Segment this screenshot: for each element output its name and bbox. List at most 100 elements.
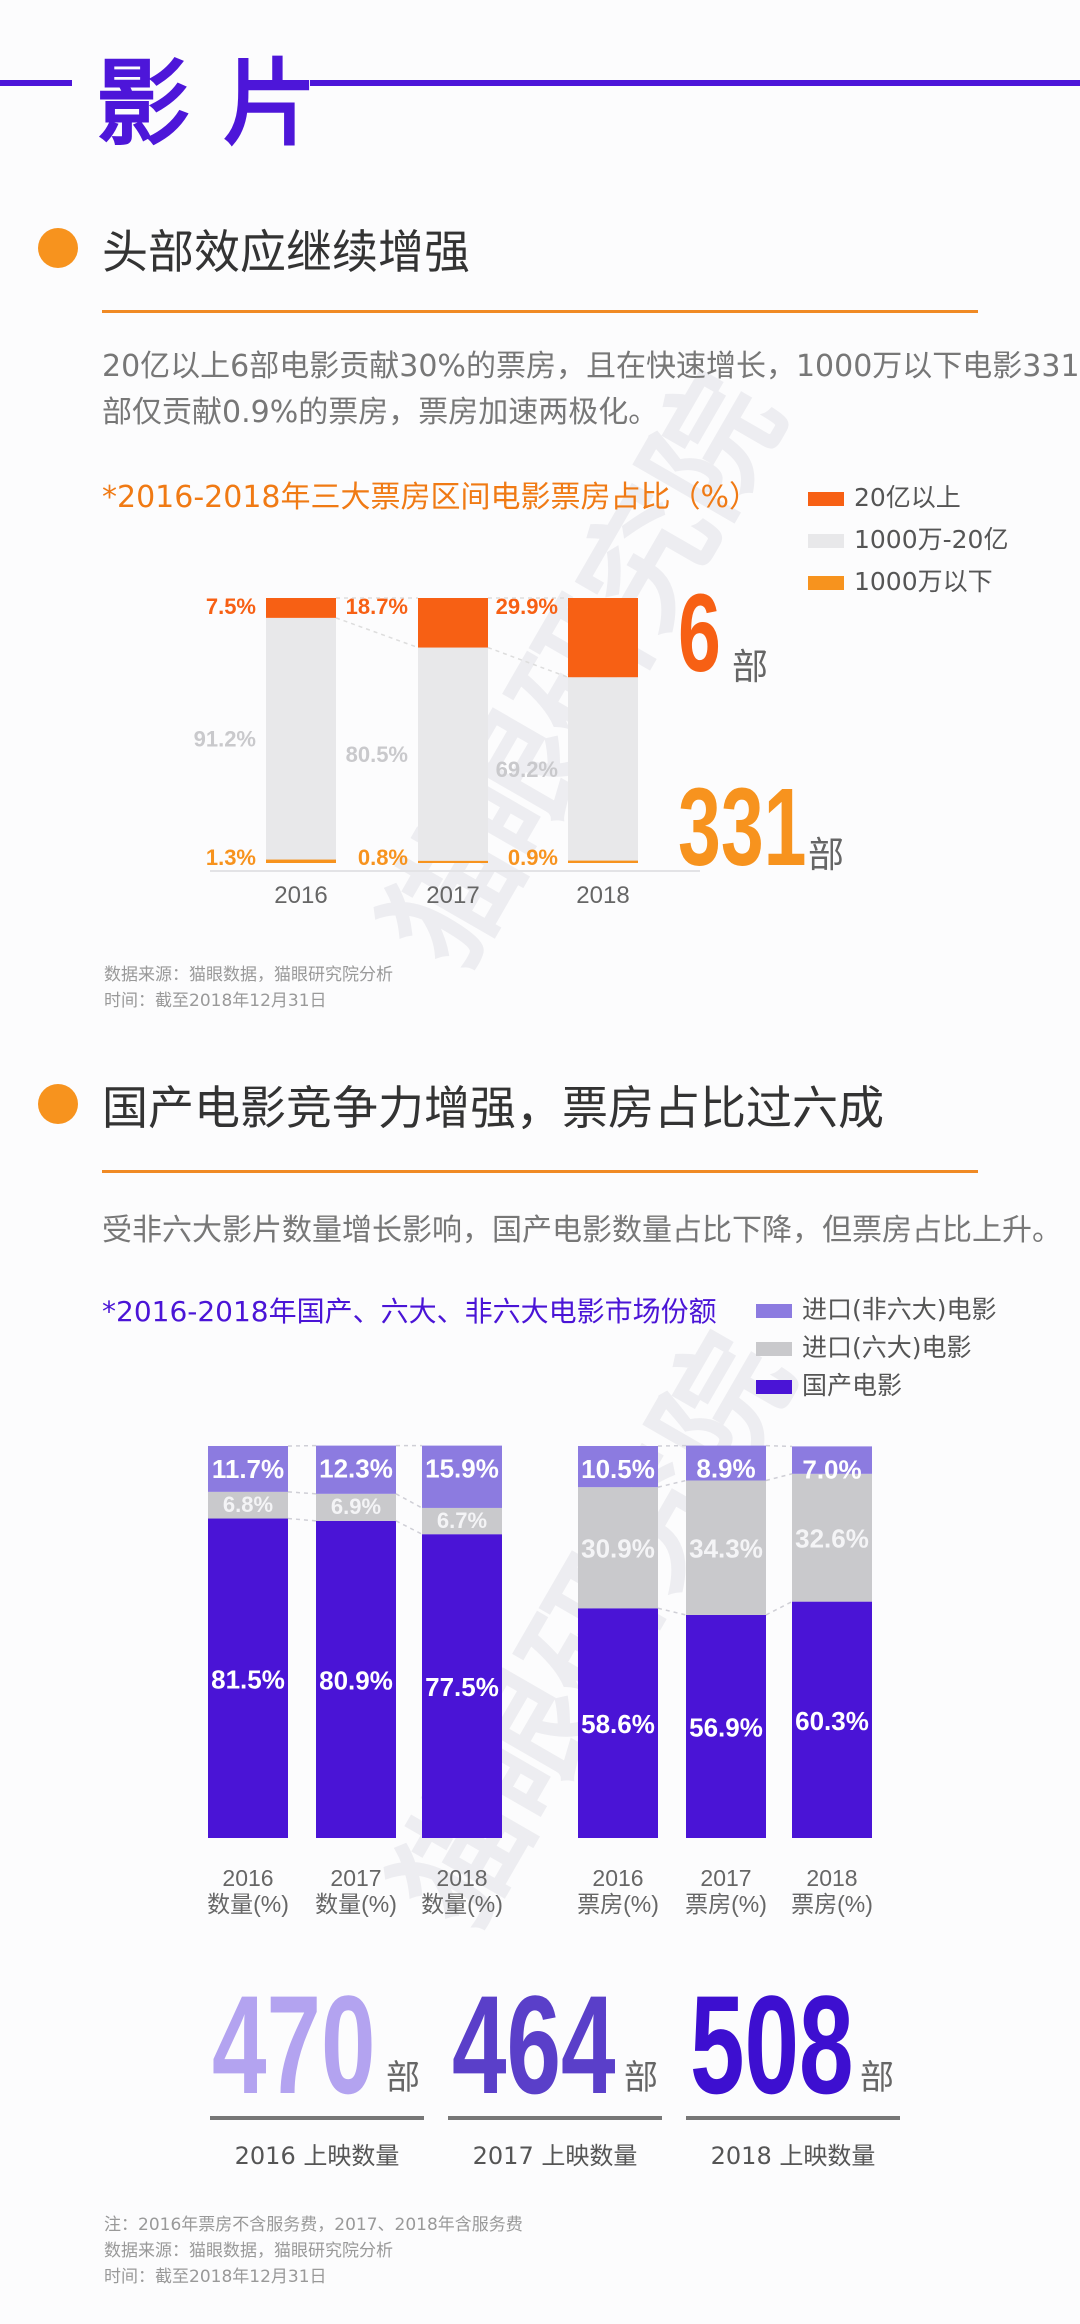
section2-bullet [38, 1084, 78, 1124]
chart1-legend-label: 1000万-20亿 [854, 525, 1009, 554]
count-2018-underline [686, 2116, 900, 2120]
chart1-legend-item: 1000万-20亿 [808, 520, 1008, 556]
chart2-legend-swatch [756, 1342, 792, 1356]
chart2-connector [765, 1444, 793, 1448]
chart2-tick-1-1: 数量(%) [315, 1891, 397, 1917]
chart1-tick-2016: 2016 [274, 882, 327, 909]
chart2-bar-1-2 [316, 1445, 396, 1494]
chart2-bar-5-0 [792, 1601, 872, 1838]
chart2-label-4-0: 56.9% [689, 1712, 763, 1742]
chart2-tick-3-1: 票房(%) [577, 1891, 659, 1917]
count-2016-label: 2016 上映数量 [234, 2142, 400, 2170]
chart2-bar-3-0 [578, 1608, 658, 1838]
chart1-connector [335, 617, 419, 649]
chart2-label-1-1: 6.9% [331, 1494, 381, 1519]
chart2-label-2-0: 77.5% [425, 1672, 499, 1702]
chart1-big-bottom-value: 331 [678, 766, 807, 889]
count-2017-value: 464 [452, 1966, 616, 2123]
section1-desc-line1: 20亿以上6部电影贡献30%的票房，且在快速增长，1000万以下电影331 [102, 349, 1080, 384]
chart2-bar-0-0 [208, 1518, 288, 1838]
section1-time: 时间：截至2018年12月31日 [104, 991, 327, 1011]
chart2-tick-4-0: 2017 [700, 1865, 751, 1891]
chart2-label-5-0: 60.3% [795, 1706, 869, 1736]
chart1-legend-swatch [808, 492, 844, 506]
chart1-label-2016-2: 7.5% [206, 594, 256, 619]
chart2-connector [657, 1479, 687, 1488]
chart2-tick-2-1: 数量(%) [421, 1891, 503, 1917]
chart2-title: *2016-2018年国产、六大、非六大电影市场份额 [102, 1295, 717, 1328]
chart2-bar-4-2 [686, 1445, 766, 1481]
section2-note: 注：2016年票房不含服务费，2017、2018年含服务费 [104, 2215, 523, 2235]
chart1-big-top-value: 6 [678, 572, 721, 695]
chart1-label-2017-1: 80.5% [346, 742, 408, 767]
chart1-big-top-unit: 部 [732, 647, 769, 688]
chart2-bar-1-1 [316, 1493, 396, 1521]
chart2-connector [395, 1520, 423, 1535]
chart2-connector [287, 1491, 317, 1495]
chart2-legend-label: 进口(六大)电影 [802, 1333, 972, 1362]
section1-source: 数据来源：猫眼数据，猫眼研究院分析 [104, 965, 393, 985]
chart2-label-0-2: 11.7% [212, 1454, 284, 1484]
chart2-connector [395, 1493, 423, 1509]
chart2-connector [765, 1473, 793, 1482]
chart1-bar-2018-0 [568, 859, 638, 863]
chart2-tick-3-0: 2016 [592, 1865, 643, 1891]
section2-source: 数据来源：猫眼数据，猫眼研究院分析 [104, 2241, 393, 2261]
section2-desc: 受非六大影片数量增长影响，国产电影数量占比下降，但票房占比上升。 [102, 1213, 1062, 1248]
chart2-bar-1-0 [316, 1520, 396, 1838]
chart2-label-1-2: 12.3% [319, 1454, 393, 1484]
chart1-bar-2016-2 [266, 598, 336, 618]
header-line-right [310, 80, 1080, 86]
chart2-legend-label: 国产电影 [802, 1371, 903, 1400]
chart2-bar-4-0 [686, 1614, 766, 1838]
chart2-legend-item: 国产电影 [756, 1366, 902, 1402]
count-2018-unit: 部 [860, 2058, 894, 2098]
count-2018-label: 2018 上映数量 [710, 2142, 876, 2170]
chart2-bar-2-0 [422, 1534, 502, 1838]
chart1-bar-2016-0 [266, 859, 336, 863]
chart2-label-5-2: 7.0% [802, 1454, 861, 1484]
chart2-label-0-0: 81.5% [211, 1664, 285, 1694]
chart1-big-bottom-unit: 部 [808, 835, 845, 876]
chart2-connector [765, 1600, 793, 1616]
chart1-bar-2017-0 [418, 859, 488, 863]
chart1-legend-item: 20亿以上 [808, 478, 961, 514]
chart1-tick-2018: 2018 [576, 882, 629, 909]
chart1-title: *2016-2018年三大票房区间电影票房占比（%） [102, 480, 760, 515]
chart2-bar-3-1 [578, 1487, 658, 1609]
header-line-left [0, 80, 72, 86]
chart1-label-2016-1: 91.2% [194, 727, 256, 752]
chart2-tick-0-0: 2016 [222, 1865, 273, 1891]
section1-rule [102, 310, 978, 313]
chart1-bar-2017-1 [418, 647, 488, 861]
chart2-bar-0-1 [208, 1491, 288, 1519]
chart1-bar-2018-2 [568, 598, 638, 678]
count-2016-value: 470 [212, 1966, 376, 2123]
chart2-tick-5-0: 2018 [806, 1865, 857, 1891]
chart2-label-1-0: 80.9% [319, 1665, 393, 1695]
chart2-tick-5-1: 票房(%) [791, 1891, 873, 1917]
chart1-label-2018-1: 69.2% [496, 757, 558, 782]
chart2-bar-2-1 [422, 1507, 502, 1535]
chart2-legend-label: 进口(非六大)电影 [802, 1295, 997, 1324]
chart1-legend-label: 1000万以下 [854, 567, 993, 596]
section1-title: 头部效应继续增强 [102, 225, 470, 279]
section1-desc-line2: 部仅贡献0.9%的票房，票房加速两极化。 [102, 395, 659, 430]
chart2-label-3-2: 10.5% [581, 1454, 655, 1484]
chart2-bar-4-1 [686, 1480, 766, 1615]
chart2-label-5-1: 32.6% [795, 1524, 869, 1554]
chart2-legend-swatch [756, 1380, 792, 1394]
chart2-tick-4-1: 票房(%) [685, 1891, 767, 1917]
chart1-connector [487, 646, 569, 678]
chart1-bar-2017-2 [418, 598, 488, 648]
chart1-tick-2017: 2017 [426, 882, 479, 909]
section2-rule [102, 1170, 978, 1173]
chart2-connector [657, 1607, 687, 1616]
chart2-label-2-1: 6.7% [437, 1508, 487, 1533]
count-2017-unit: 部 [624, 2058, 658, 2098]
chart2-tick-0-1: 数量(%) [207, 1891, 289, 1917]
chart1-bar-2016-1 [266, 617, 336, 860]
chart2-label-0-1: 6.8% [223, 1492, 273, 1517]
chart2-legend-item: 进口(非六大)电影 [756, 1290, 997, 1326]
chart1-legend-item: 1000万以下 [808, 562, 993, 598]
